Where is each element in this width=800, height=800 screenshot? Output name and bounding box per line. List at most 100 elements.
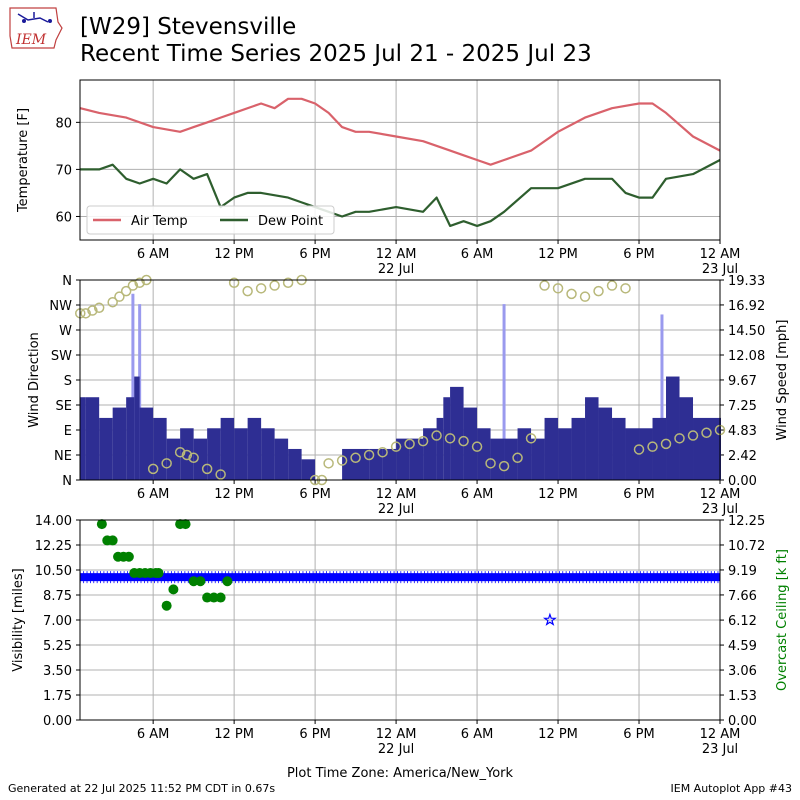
wind-direction-point [525,433,537,444]
x-tick-label: 12 AM [376,487,417,502]
y2-tick-label: 0.00 [728,474,757,489]
y2-tick-label: 19.33 [728,274,765,289]
x-tick-label: 12 PM [214,487,254,502]
y-tick-label: 70 [55,163,72,178]
y-tick-label: 8.75 [43,589,72,604]
y2-tick-label: 6.12 [728,614,757,629]
wind-speed-bar [369,448,383,480]
wind-speed-bar [463,407,478,480]
wind-direction-point [485,458,496,469]
wind-direction-point [458,435,469,447]
x-tick-label: 6 PM [299,727,330,742]
x-tick-label: 6 PM [623,487,654,502]
wind-speed-bar [531,438,545,480]
gust-bar [502,304,506,480]
x-tick-label: 6 AM [461,487,494,502]
y-axis-label: Visibility [miles] [11,568,26,671]
x-tick-label: 12 PM [214,247,254,262]
series-line-dew-point [80,159,721,227]
x-tick-sublabel: 22 Jul [378,262,414,277]
y2-tick-label: 4.83 [728,424,757,439]
wind-speed-bar [598,407,613,480]
ceiling-point [180,519,191,530]
wind-direction-point [93,302,105,314]
y2-tick-label: 1.53 [728,689,757,704]
wind-direction-point [323,458,334,469]
wind-direction-point [512,452,523,464]
wind-speed-bar [99,417,113,480]
y2-tick-label: 16.92 [728,299,765,314]
y2-tick-label: 14.50 [728,324,765,339]
axes-frame [79,79,721,241]
wind-speed-bar [153,417,167,480]
chart-title: [W29] Stevensville [80,14,297,40]
wind-direction-point [377,446,388,458]
wind-speed-bar [558,428,572,480]
wind-speed-bar [220,417,235,480]
legend: Air Temp Dew Point [86,205,335,235]
ceiling-point [161,600,172,611]
wind-direction-point [201,463,213,475]
y2-tick-label: 7.66 [728,589,757,604]
x-tick-label: 12 AM [700,247,741,262]
wind-speed-bar [247,417,262,480]
y-axis-label: Temperature [F] [16,108,31,213]
footer-generated: Generated at 22 Jul 2025 11:52 PM CDT in… [8,782,276,795]
x-tick-label: 6 AM [137,727,170,742]
ceiling-point [96,519,107,530]
wind-direction-point [701,427,712,439]
logo-text: IEM [15,32,47,48]
wind-speed-bar [679,397,694,480]
x-tick-label: 12 AM [376,727,417,742]
y2-tick-label: 9.19 [728,564,757,579]
x-axis-label: Plot Time Zone: America/New_York [287,766,514,781]
axes-frame [79,519,721,721]
wind-speed-bar [639,428,653,480]
x-tick-label: 12 PM [538,487,578,502]
x-tick-label: 6 AM [461,727,494,742]
wind-direction-point [282,277,294,289]
y-tick-label: SW [51,349,72,364]
y-tick-label: N [62,474,72,489]
y-tick-label: 12.25 [35,539,72,554]
x-tick-label: 12 PM [538,727,578,742]
legend-label: Air Temp [131,214,188,229]
wind-direction-point [660,438,672,450]
y2-tick-label: 4.59 [728,639,757,654]
y-tick-label: 80 [55,116,72,131]
y2-tick-label: 10.72 [728,539,765,554]
y-tick-label: NE [54,449,72,464]
wind-direction-point [242,285,253,297]
series-line-air-temp [80,97,721,166]
wind-direction-point [134,277,145,289]
wind-direction-point [269,280,280,291]
y-tick-label: 7.00 [43,614,72,629]
x-tick-label: 12 PM [214,727,254,742]
y2-tick-label: 3.06 [728,664,757,679]
wind-speed-bar [85,397,100,480]
wind-speed-bar [80,397,86,480]
wind-direction-point [539,280,550,291]
x-tick-sublabel: 23 Jul [702,742,738,757]
x-tick-label: 12 AM [700,727,741,742]
gust-bar [660,314,664,480]
ceiling-point [168,584,179,595]
y2-tick-label: 12.25 [728,514,765,529]
ceiling-point [107,535,118,546]
wind-direction-point [431,430,442,441]
wind-speed-bar [180,428,194,480]
wind-speed-bar [126,397,135,480]
x-tick-sublabel: 22 Jul [378,742,414,757]
x-tick-label: 12 PM [538,247,578,262]
y-tick-label: E [64,424,72,439]
wind-speed-bar [477,428,491,480]
iem-logo: IEM [9,7,63,49]
wind-speed-bar [625,428,640,480]
y2-tick-label: 7.25 [728,399,757,414]
x-tick-label: 6 AM [137,247,170,262]
y2-tick-label: 2.42 [728,449,757,464]
ceiling-point [123,551,134,562]
y-tick-label: 10.50 [35,564,72,579]
y2-tick-label: 0.00 [728,714,757,729]
chart-subtitle: Recent Time Series 2025 Jul 21 - 2025 Ju… [80,41,592,67]
